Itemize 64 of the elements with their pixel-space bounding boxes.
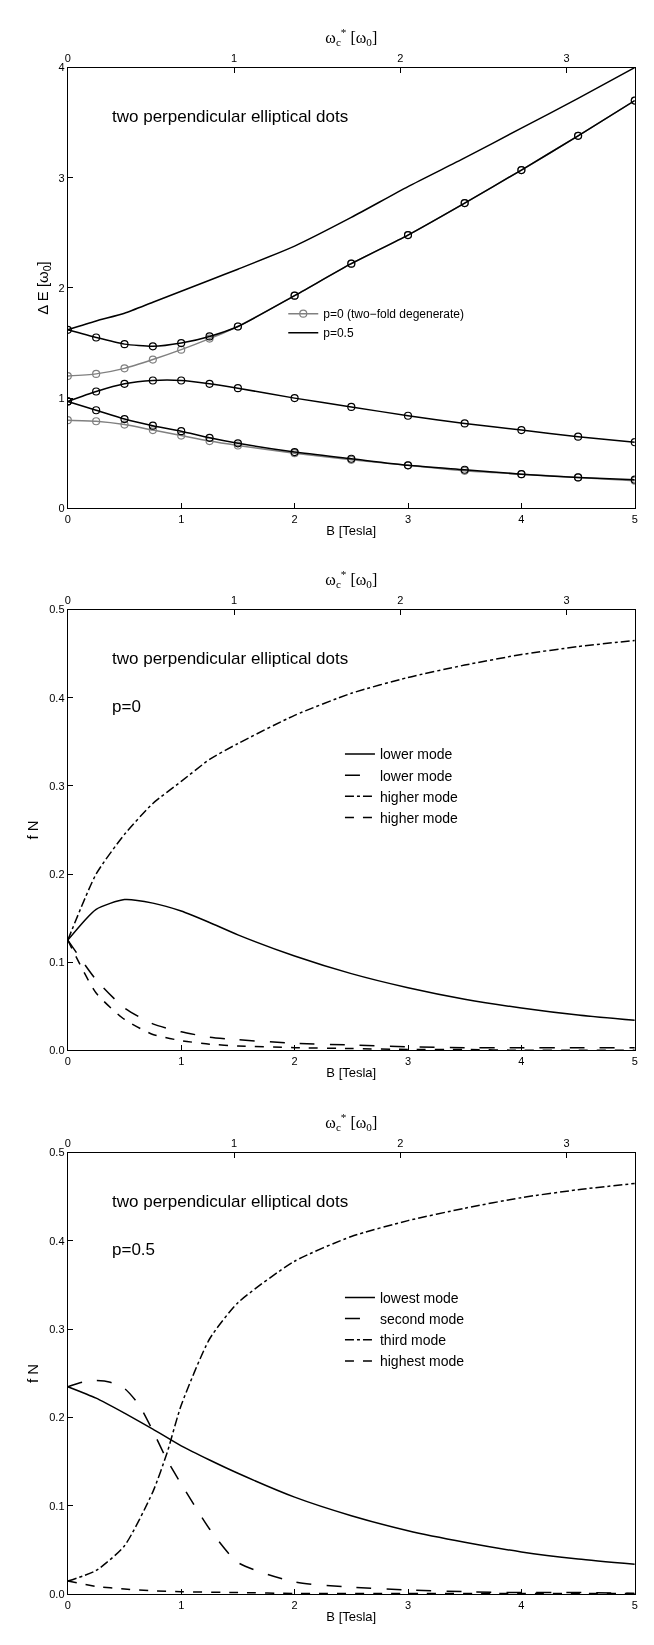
x-axis-title: B [Tesla] (326, 1065, 377, 1081)
x-tick-label: 2 (291, 512, 298, 525)
annotation: p=0.5 (112, 1240, 156, 1259)
x2-tick-label: 1 (231, 1137, 238, 1150)
x2-tick-label: 2 (397, 594, 404, 607)
legend-label: second mode (379, 1311, 465, 1328)
y-tick-label: 0.5 (49, 603, 65, 616)
annotation: two perpendicular elliptical dots (112, 1192, 349, 1211)
x-tick-label: 4 (518, 1054, 525, 1067)
y-tick-label: 0.2 (49, 867, 65, 880)
x-tick-label: 5 (631, 512, 638, 525)
x-tick-label: 1 (178, 1598, 185, 1611)
x2-tick-label: 2 (397, 1137, 404, 1150)
x-tick-label: 1 (178, 512, 185, 525)
legend-label: lower mode (379, 746, 453, 763)
legend-label: higher mode (379, 788, 458, 805)
y-tick-label: 0.5 (49, 1146, 65, 1159)
y-tick-label: 0 (58, 502, 65, 515)
legend-label: higher mode (379, 810, 458, 827)
annotation: two perpendicular elliptical dots (112, 107, 349, 126)
legend-label: highest mode (379, 1353, 465, 1370)
x-tick-label: 5 (631, 1054, 638, 1067)
x2-tick-label: 3 (563, 52, 570, 65)
annotation: two perpendicular elliptical dots (112, 649, 349, 668)
legend-label: third mode (379, 1332, 447, 1349)
x-tick-label: 5 (631, 1598, 638, 1611)
x-tick-label: 2 (291, 1598, 298, 1611)
x2-tick-label: 1 (231, 594, 238, 607)
x-axis-title: B [Tesla] (326, 523, 377, 539)
x2-tick-label: 3 (563, 594, 570, 607)
y-tick-label: 2 (58, 281, 65, 294)
x2-axis-title: ω$_{c}$$^{*}$ [ω$_{0}$] (325, 568, 378, 591)
y-tick-label: 4 (58, 61, 65, 74)
x2-tick-label: 3 (563, 1137, 570, 1150)
y-tick-label: 0.3 (49, 779, 65, 792)
x-tick-label: 3 (404, 1598, 412, 1611)
x2-tick-label: 1 (231, 52, 238, 65)
y-tick-label: 0.4 (49, 1234, 65, 1247)
y-tick-label: 0.1 (49, 956, 65, 969)
y-tick-label: 0.3 (49, 1323, 65, 1336)
x-tick-label: 4 (518, 1598, 525, 1611)
legend-label: p=0.5 (323, 326, 354, 341)
x-tick-label: 4 (518, 512, 525, 525)
y-axis-title: f N (24, 1363, 42, 1384)
y-tick-label: 3 (58, 171, 65, 184)
x-axis-title: B [Tesla] (326, 1609, 377, 1625)
x2-tick-label: 2 (397, 52, 404, 65)
legend-label: lower mode (379, 767, 453, 784)
y-axis-title: f N (24, 820, 42, 840)
legend-label: lowest mode (379, 1289, 459, 1306)
x2-axis-title: ω$_{c}$$^{*}$ [ω$_{0}$] (325, 1111, 378, 1134)
x-tick-label: 2 (291, 1054, 298, 1067)
annotation: p=0 (112, 697, 141, 716)
x2-axis-title: ω$_{c}$$^{*}$ [ω$_{0}$] (325, 26, 378, 49)
y-tick-label: 0.2 (49, 1411, 65, 1424)
x-tick-label: 1 (178, 1054, 185, 1067)
x-tick-label: 3 (404, 1054, 412, 1067)
x-tick-label: 3 (404, 512, 412, 525)
y-tick-label: 0.1 (49, 1499, 65, 1512)
y-tick-label: 1 (58, 391, 65, 404)
y-tick-label: 0.0 (49, 1044, 65, 1057)
legend-label: p=0 (two−fold degenerate) (323, 307, 465, 322)
y-tick-label: 0.4 (49, 691, 65, 704)
y-tick-label: 0.0 (49, 1588, 65, 1601)
